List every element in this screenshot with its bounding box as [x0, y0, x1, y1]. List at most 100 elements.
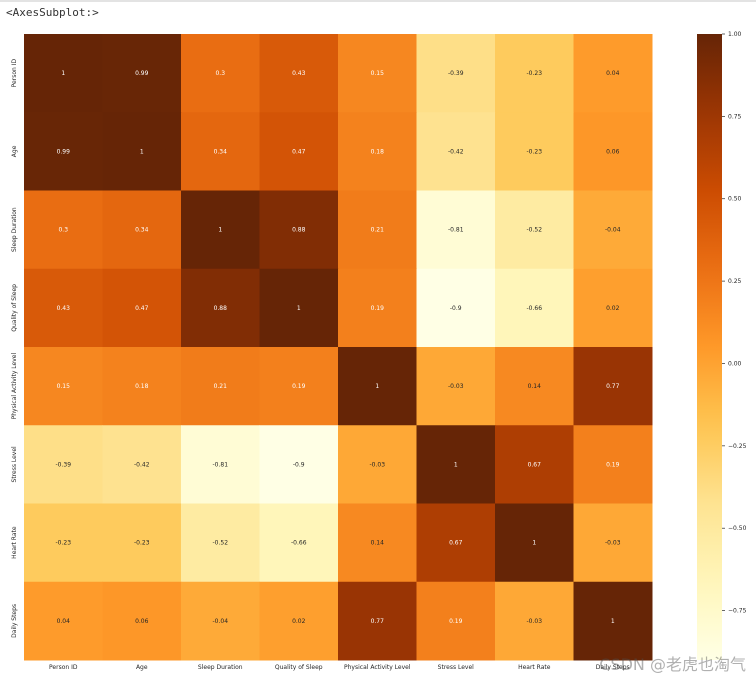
heatmap-cell — [495, 34, 574, 113]
cell-annotation: 0.15 — [57, 383, 71, 390]
y-tick-label: Stress Level — [11, 446, 18, 483]
cell-annotation: 0.34 — [135, 227, 149, 234]
x-tick-label: Daily Steps — [596, 664, 630, 671]
heatmap-cell — [416, 190, 496, 270]
cell-annotation: -0.81 — [212, 461, 228, 468]
heatmap-cell — [24, 425, 103, 504]
heatmap-cell — [102, 425, 182, 504]
cell-annotation: 1 — [454, 461, 458, 468]
x-tick-label: Physical Activity Level — [344, 664, 411, 671]
cell-annotation: -0.52 — [212, 540, 228, 547]
heatmap-cell — [259, 347, 339, 426]
cell-annotation: 1 — [375, 383, 379, 390]
cell-annotation: -0.42 — [134, 461, 150, 468]
cell-annotation: 0.77 — [606, 383, 620, 390]
cell-annotation: 0.02 — [606, 305, 620, 312]
cell-annotation: 0.02 — [292, 618, 306, 625]
cell-annotation: -0.52 — [526, 227, 542, 234]
cell-annotation: 0.18 — [135, 383, 149, 390]
heatmap-cell — [102, 347, 182, 426]
heatmap-cell — [416, 268, 496, 348]
heatmap-cell — [573, 581, 653, 661]
y-tick-label: Sleep Duration — [11, 207, 18, 252]
colorbar-tick-label: 0.00 — [728, 360, 742, 367]
heatmap-cell — [338, 112, 417, 191]
cell-annotation: 1 — [611, 618, 615, 625]
colorbar-ticks: 1.00 0.75 0.50 0.25 0.00 −0.25 −0.50 −0.75 — [722, 31, 747, 615]
heatmap-cell — [24, 34, 103, 113]
heatmap-cell — [416, 581, 496, 661]
output-label: <AxesSubplot:> — [6, 6, 99, 19]
heatmap-cell — [181, 581, 260, 661]
cell-annotation: 0.06 — [606, 148, 620, 155]
cell-annotation: 0.34 — [214, 148, 228, 155]
heatmap-cell — [102, 503, 182, 583]
cell-annotation: 0.3 — [58, 227, 68, 234]
cell-annotation: 1 — [218, 227, 222, 234]
cell-annotation: 0.04 — [606, 70, 620, 77]
y-tick-label: Person ID — [11, 59, 18, 88]
watermark: CSDN @老虎也淘气 — [599, 655, 746, 674]
heatmap-cell — [24, 503, 103, 583]
colorbar — [697, 34, 722, 660]
heatmap-cell — [338, 581, 417, 661]
heatmap-cell — [416, 425, 496, 504]
cell-annotation: 0.3 — [215, 70, 225, 77]
heatmap-cell — [102, 581, 182, 661]
cell-annotation: -0.66 — [526, 305, 542, 312]
cell-annotation: 0.15 — [371, 70, 385, 77]
heatmap-cell — [338, 425, 417, 504]
cell-annotation: 0.88 — [214, 305, 228, 312]
y-tick-labels: Person ID Age Sleep Duration Quality of Sle… — [11, 59, 18, 638]
cell-annotation: -0.23 — [55, 540, 71, 547]
x-tick-label: Stress Level — [438, 664, 475, 671]
cell-annotation: 0.19 — [449, 618, 463, 625]
heatmap-cell — [102, 190, 182, 270]
cell-annotation: -0.04 — [212, 618, 228, 625]
heatmap-cell — [573, 503, 653, 583]
heatmap-cell — [102, 268, 182, 348]
heatmap-cell — [259, 425, 339, 504]
heatmap-cell — [259, 581, 339, 661]
heatmap-cell — [338, 268, 417, 348]
cell-annotation: -0.04 — [605, 227, 621, 234]
heatmap-cell — [495, 503, 574, 583]
heatmap-cell — [259, 34, 339, 113]
cell-annotation: -0.42 — [448, 148, 464, 155]
heatmap-cell — [259, 112, 339, 191]
cell-annotation: 0.19 — [371, 305, 385, 312]
x-tick-label: Sleep Duration — [198, 664, 243, 671]
cell-annotation: -0.03 — [369, 461, 385, 468]
colorbar-tick-label: 1.00 — [728, 31, 742, 38]
cell-annotation: 0.43 — [292, 70, 306, 77]
heatmap-cell — [24, 190, 103, 270]
cell-annotation: 0.14 — [371, 540, 385, 547]
cell-annotation: -0.66 — [291, 540, 307, 547]
cell-annotation: 0.99 — [135, 70, 149, 77]
heatmap-cell — [259, 190, 339, 270]
colorbar-tick-label: 0.75 — [728, 113, 742, 120]
heatmap-cell — [259, 503, 339, 583]
cell-annotation: -0.23 — [526, 70, 542, 77]
cell-annotation: -0.23 — [134, 540, 150, 547]
y-tick-label: Daily Steps — [11, 604, 18, 638]
heatmap-cell — [495, 581, 574, 661]
heatmap-cells — [24, 34, 653, 661]
x-tick-label: Quality of Sleep — [275, 664, 323, 671]
cell-annotation: 1 — [532, 540, 536, 547]
cell-annotation: 0.06 — [135, 618, 149, 625]
cell-annotation: 0.67 — [449, 540, 463, 547]
heatmap-cell — [181, 347, 260, 426]
heatmap-cell — [416, 112, 496, 191]
x-tick-labels: Person ID Age Sleep Duration Quality of Sle… — [49, 664, 630, 671]
heatmap-cell — [102, 112, 182, 191]
y-tick-label: Physical Activity Level — [11, 353, 18, 420]
heatmap-cell — [24, 581, 103, 661]
heatmap-cell — [24, 112, 103, 191]
cell-annotation: 1 — [140, 148, 144, 155]
cell-divider — [0, 0, 756, 2]
cell-annotation: 0.21 — [214, 383, 228, 390]
heatmap-cell — [495, 425, 574, 504]
cell-annotation: 1 — [297, 305, 301, 312]
cell-annotation: -0.81 — [448, 227, 464, 234]
